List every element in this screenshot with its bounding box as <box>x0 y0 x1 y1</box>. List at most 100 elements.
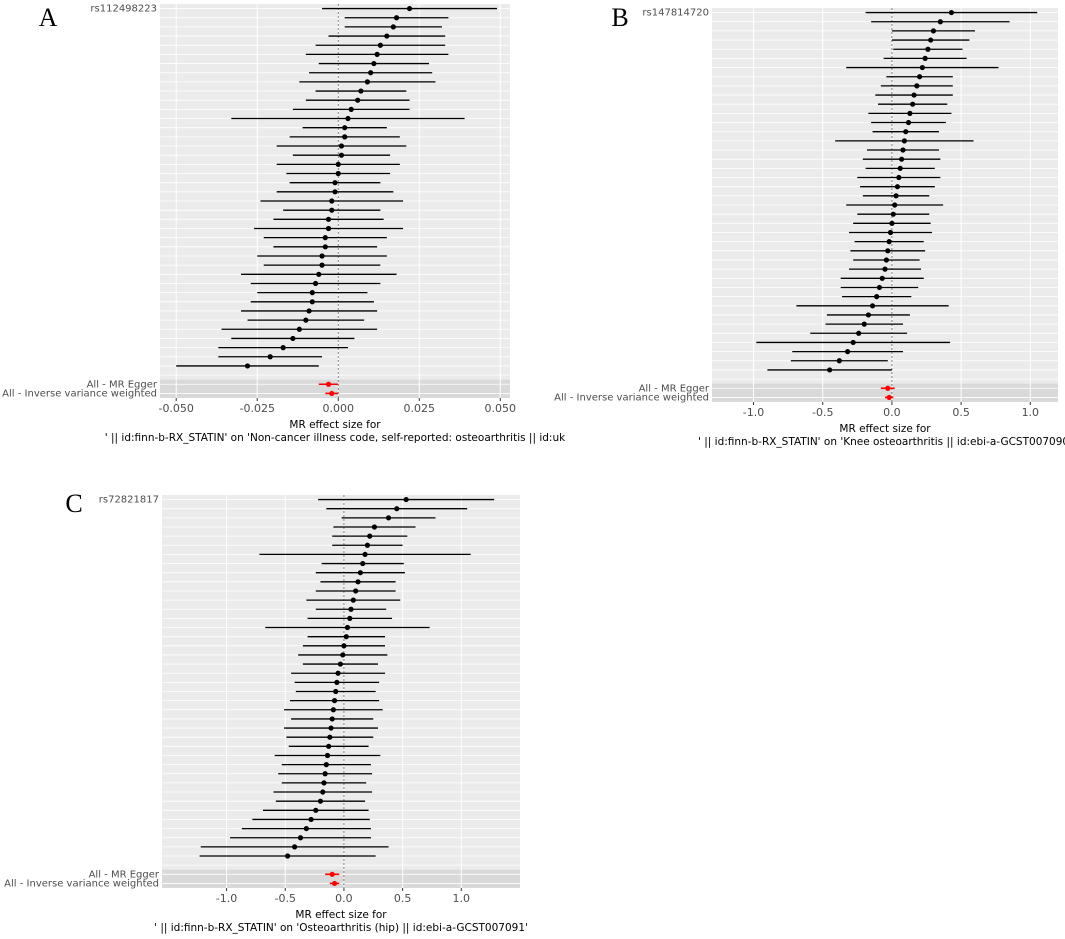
estimate-point <box>887 229 894 236</box>
row-label: All - Inverse variance weighted <box>2 388 157 399</box>
estimate-point <box>321 780 327 786</box>
estimate-point <box>348 606 354 612</box>
estimate-point <box>869 303 876 309</box>
estimate-point <box>885 385 891 391</box>
estimate-point <box>290 335 296 342</box>
x-axis-label: MR effect size for <box>295 909 387 921</box>
estimate-point <box>845 349 851 355</box>
estimate-point <box>319 253 325 259</box>
x-tick-label: -0.5 <box>812 406 833 419</box>
estimate-point <box>319 262 325 268</box>
estimate-point <box>896 174 902 181</box>
row-label: rs147814720 <box>642 8 709 19</box>
row-label: All - MR Egger <box>89 869 160 880</box>
x-axis-label: MR effect size for <box>839 423 931 435</box>
estimate-point <box>331 698 338 704</box>
estimate-point <box>364 542 371 548</box>
estimate-point <box>316 271 322 277</box>
estimate-point <box>325 381 332 387</box>
summary-band <box>160 379 510 398</box>
estimate-point <box>338 143 345 149</box>
estimate-point <box>850 339 856 346</box>
estimate-point <box>342 134 348 140</box>
x-tick-label: 0.000 <box>322 402 354 415</box>
estimate-point <box>296 326 302 332</box>
row-label: rs72821817 <box>99 495 159 506</box>
estimate-point <box>948 9 955 16</box>
x-tick-label: 0.5 <box>952 406 970 419</box>
estimate-point <box>309 290 315 296</box>
estimate-point <box>894 184 901 190</box>
estimate-point <box>348 106 354 112</box>
estimate-point <box>922 55 928 61</box>
estimate-point <box>899 156 905 162</box>
forest-panel: B -1.0 -0.5 0.0 0.5 1.0 rs147814720 All - MR Eg… <box>554 3 1065 448</box>
estimate-point <box>332 180 338 186</box>
estimate-point <box>308 816 314 823</box>
estimate-point <box>384 33 390 39</box>
x-tick-label: 0.0 <box>335 892 353 905</box>
estimate-point <box>306 308 312 314</box>
estimate-point <box>353 588 359 594</box>
estimate-point <box>889 220 895 226</box>
estimate-point <box>374 51 380 57</box>
estimate-point <box>919 64 925 71</box>
x-tick-label: 0.0 <box>883 406 901 419</box>
estimate-point <box>340 652 346 658</box>
row-label: All - Inverse variance weighted <box>554 392 709 403</box>
estimate-point <box>333 688 339 695</box>
estimate-point <box>897 165 903 171</box>
estimate-point <box>371 524 378 530</box>
x-axis-label: ' || id:finn-b-RX_STATIN' on 'Osteoarthr… <box>154 922 528 934</box>
estimate-point <box>332 189 338 195</box>
estimate-point <box>323 762 329 768</box>
x-tick-label: -0.5 <box>275 892 296 905</box>
x-tick-label: 0.025 <box>404 402 436 415</box>
estimate-point <box>335 670 341 676</box>
estimate-point <box>341 643 347 649</box>
estimate-point <box>406 5 413 12</box>
estimate-point <box>324 752 331 759</box>
x-tick-label: 1.0 <box>453 892 471 905</box>
estimate-point <box>335 161 341 167</box>
estimate-point <box>309 299 315 305</box>
estimate-point <box>937 19 943 25</box>
estimate-point <box>244 363 251 369</box>
estimate-point <box>317 798 324 804</box>
estimate-point <box>890 211 896 217</box>
estimate-point <box>865 312 871 318</box>
estimate-point <box>325 225 332 232</box>
estimate-point <box>910 101 916 107</box>
x-axis-label: MR effect size for <box>289 419 381 431</box>
estimate-point <box>338 152 345 158</box>
estimate-point <box>827 367 833 373</box>
x-tick-label: -1.0 <box>216 892 237 905</box>
estimate-point <box>907 110 913 116</box>
estimate-point <box>377 42 383 48</box>
row-label: All - Inverse variance weighted <box>4 878 159 889</box>
estimate-point <box>874 294 880 300</box>
x-axis-label: ' || id:finn-b-RX_STATIN' on 'Non-cancer… <box>105 432 566 444</box>
estimate-point <box>911 92 917 98</box>
estimate-point <box>885 248 891 254</box>
estimate-point <box>903 129 909 135</box>
estimate-point <box>334 679 340 685</box>
estimate-point <box>322 235 328 241</box>
estimate-point <box>893 193 899 199</box>
estimate-point <box>329 198 335 204</box>
summary-band <box>162 869 520 888</box>
estimate-point <box>284 853 291 859</box>
row-label: rs112498223 <box>90 4 157 15</box>
estimate-point <box>347 615 353 621</box>
estimate-point <box>313 807 319 813</box>
panel-label: B <box>611 3 628 32</box>
x-tick-label: 0.050 <box>485 402 517 415</box>
panel-label: C <box>65 489 82 518</box>
x-tick-label: 0.5 <box>394 892 412 905</box>
estimate-point <box>331 880 338 887</box>
x-tick-label: -1.0 <box>743 406 764 419</box>
estimate-point <box>342 125 348 131</box>
estimate-point <box>337 661 344 667</box>
forest-panel: C -1.0 -0.5 0.0 0.5 1.0 rs72821817 All - MR Egg… <box>4 489 528 934</box>
